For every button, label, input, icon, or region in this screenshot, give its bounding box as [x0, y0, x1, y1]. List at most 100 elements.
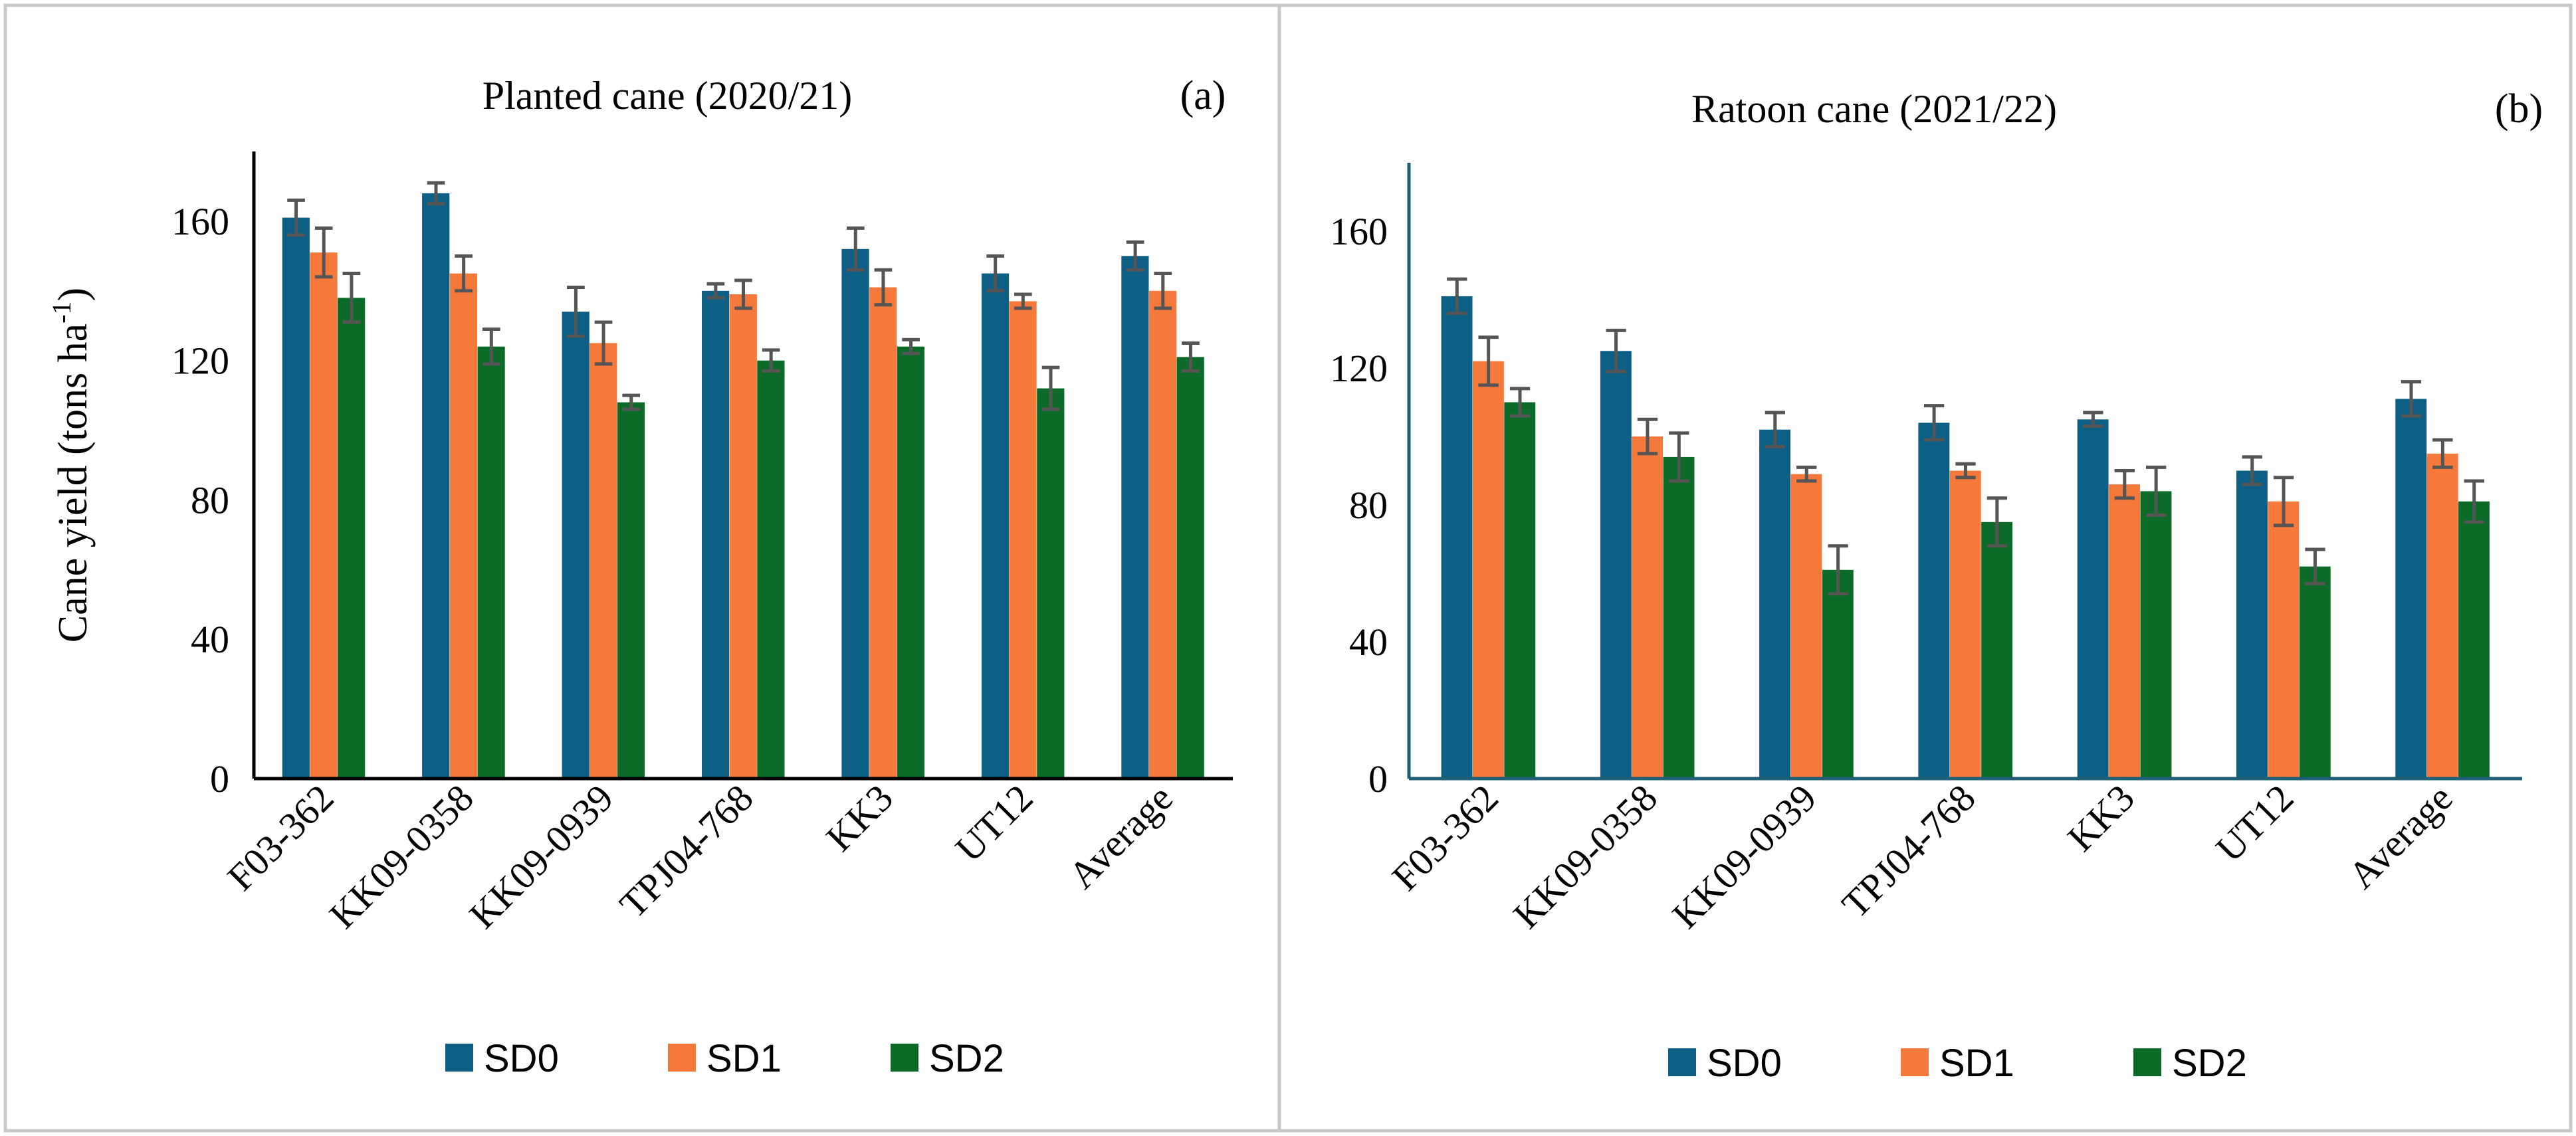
- bar-b-sd2-kk09-0358: [1663, 456, 1695, 779]
- error-bar-b-sd2-tpj04-768: [1986, 496, 2008, 548]
- bar-a-sd1-ut12: [1009, 301, 1037, 779]
- error-bar-a-sd2-average: [1182, 341, 1200, 373]
- bar-b-sd0-kk3: [2077, 419, 2109, 779]
- bar-a-sd2-ut12: [1037, 388, 1065, 779]
- error-bar-b-sd1-tpj04-768: [1955, 462, 1976, 480]
- legend-swatch-b-sd2: [2133, 1048, 2161, 1076]
- legend-swatch-b-sd0: [1668, 1048, 1696, 1076]
- error-bar-b-sd0-average: [2401, 380, 2422, 418]
- bar-a-sd1-kk09-0358: [449, 273, 477, 779]
- bar-a-sd2-kk3: [897, 346, 924, 779]
- y-axis-label-superscript: -1: [47, 301, 76, 323]
- error-bar-a-sd0-ut12: [986, 254, 1005, 293]
- y-tick-label-b-80: 80: [1349, 484, 1388, 527]
- bar-a-sd0-average: [1121, 256, 1149, 779]
- error-bar-a-sd0-average: [1126, 240, 1144, 272]
- error-bar-b-sd0-kk09-0358: [1606, 328, 1626, 373]
- error-bar-b-sd0-kk09-0939: [1765, 411, 1785, 448]
- error-bar-b-sd1-f03-362: [1478, 335, 1499, 387]
- legend-label-a-sd1: SD1: [706, 1037, 782, 1080]
- bar-b-sd0-tpj04-768: [1918, 423, 1950, 779]
- bar-a-sd0-kk09-0358: [422, 193, 450, 779]
- error-bar-b-sd1-kk09-0358: [1637, 417, 1658, 456]
- error-bar-a-sd2-kk09-0939: [622, 393, 641, 411]
- error-bar-a-sd1-ut12: [1014, 292, 1032, 310]
- error-bar-a-sd2-f03-362: [342, 272, 361, 324]
- bar-a-sd2-kk09-0358: [477, 346, 505, 779]
- bar-b-sd0-average: [2395, 399, 2427, 779]
- error-bar-a-sd0-kk09-0939: [567, 286, 585, 338]
- error-bar-b-sd2-average: [2464, 479, 2484, 524]
- error-bar-a-sd1-kk09-0939: [594, 320, 613, 366]
- error-bar-b-sd1-kk3: [2114, 469, 2135, 500]
- error-bar-b-sd0-ut12: [2242, 455, 2262, 486]
- error-bar-a-sd2-ut12: [1041, 365, 1060, 411]
- bar-a-sd1-kk3: [869, 287, 897, 779]
- error-bar-b-sd2-kk09-0358: [1669, 431, 1689, 483]
- error-bar-b-sd2-f03-362: [1509, 387, 1531, 418]
- bar-a-sd0-f03-362: [282, 217, 310, 779]
- panel-b-tag: (b): [2495, 86, 2543, 132]
- legend-swatch-a-sd2: [891, 1044, 918, 1072]
- error-bar-a-sd2-kk09-0358: [482, 327, 500, 366]
- bar-b-sd1-f03-362: [1473, 361, 1504, 779]
- bar-a-sd0-tpj04-768: [702, 290, 730, 779]
- bar-b-sd2-ut12: [2299, 566, 2331, 779]
- error-bar-a-sd0-kk3: [846, 226, 865, 272]
- panel-a-tag: (a): [1180, 73, 1226, 118]
- y-tick-label-a-160: 160: [171, 200, 229, 243]
- y-tick-label-a-120: 120: [171, 339, 229, 383]
- error-bar-a-sd0-f03-362: [287, 198, 305, 237]
- error-bar-b-sd0-tpj04-768: [1923, 404, 1945, 442]
- bar-a-sd2-average: [1176, 357, 1204, 779]
- error-bar-b-sd2-kk09-0939: [1828, 544, 1848, 596]
- legend-label-b-sd0: SD0: [1707, 1042, 1782, 1085]
- error-bar-b-sd1-ut12: [2273, 476, 2294, 527]
- legend-label-b-sd1: SD1: [1939, 1042, 2014, 1085]
- bar-b-sd1-kk09-0358: [1632, 436, 1664, 779]
- bar-b-sd0-ut12: [2236, 470, 2268, 779]
- bar-b-sd2-f03-362: [1504, 402, 1536, 779]
- legend-label-b-sd2: SD2: [2172, 1042, 2247, 1085]
- bar-b-sd0-f03-362: [1441, 296, 1473, 779]
- error-bar-b-sd1-average: [2432, 438, 2453, 469]
- y-tick-label-b-160: 160: [1330, 210, 1388, 253]
- error-bar-a-sd1-kk3: [874, 268, 893, 307]
- error-bar-b-sd2-kk3: [2146, 465, 2167, 517]
- y-tick-label-b-120: 120: [1330, 347, 1388, 390]
- bar-b-sd1-ut12: [2268, 501, 2300, 779]
- panel-a-title: Planted cane (2020/21): [483, 74, 853, 118]
- bar-b-sd2-average: [2458, 501, 2490, 779]
- bar-b-sd1-average: [2426, 453, 2458, 779]
- y-tick-label-b-0: 0: [1368, 757, 1388, 801]
- error-bar-a-sd1-average: [1154, 272, 1172, 310]
- legend-label-a-sd0: SD0: [484, 1037, 559, 1080]
- y-tick-label-b-40: 40: [1349, 620, 1388, 664]
- bar-b-sd2-tpj04-768: [1981, 521, 2013, 779]
- bar-b-sd2-kk09-0939: [1822, 569, 1854, 779]
- bar-b-sd2-kk3: [2140, 491, 2172, 779]
- error-bar-a-sd1-kk09-0358: [455, 254, 473, 293]
- y-tick-label-a-80: 80: [191, 478, 229, 521]
- error-bar-a-sd0-tpj04-768: [706, 282, 725, 300]
- error-bar-a-sd1-f03-362: [314, 226, 333, 279]
- error-bar-a-sd0-kk09-0358: [427, 181, 445, 206]
- bar-a-sd0-kk09-0939: [562, 312, 590, 779]
- bar-a-sd1-tpj04-768: [729, 294, 757, 779]
- y-tick-label-a-40: 40: [191, 618, 229, 661]
- error-bar-b-sd0-kk3: [2083, 411, 2103, 428]
- bar-b-sd1-tpj04-768: [1949, 470, 1981, 779]
- legend-swatch-a-sd1: [668, 1044, 696, 1072]
- bar-a-sd2-f03-362: [338, 298, 366, 779]
- bar-a-sd1-f03-362: [310, 252, 338, 779]
- panel-a-y-axis-label: Cane yield (tons ha-1): [47, 288, 96, 642]
- error-bar-a-sd1-tpj04-768: [734, 278, 752, 310]
- error-bar-b-sd2-ut12: [2305, 547, 2325, 585]
- bar-a-sd1-kk09-0939: [590, 343, 617, 779]
- legend-swatch-a-sd0: [445, 1044, 473, 1072]
- bar-b-sd0-kk09-0939: [1759, 429, 1790, 779]
- bar-b-sd1-kk09-0939: [1790, 474, 1822, 779]
- bar-a-sd0-kk3: [841, 248, 869, 779]
- bar-b-sd1-kk3: [2109, 484, 2140, 779]
